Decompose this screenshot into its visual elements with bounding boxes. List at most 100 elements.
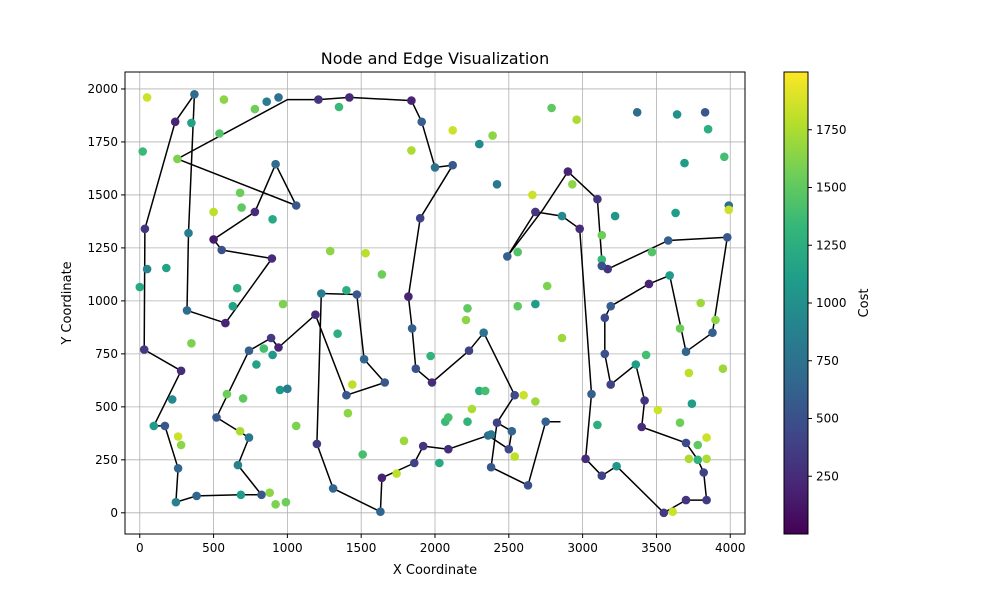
node-point [597,230,607,240]
node-point [173,432,183,441]
node-point [675,418,685,428]
node-point [274,343,283,352]
node-point [268,350,277,360]
node-point [140,224,150,234]
node-point [593,420,602,430]
y-tick-label: 1000 [87,294,118,308]
node-point [167,395,177,404]
node-point [187,339,196,348]
node-point [647,247,657,257]
node-point [467,404,477,414]
node-point [448,160,458,170]
node-point [637,422,646,432]
node-point [435,458,444,468]
node-point [475,386,484,396]
node-point [513,301,522,311]
node-point [663,236,673,245]
node-point [430,163,440,172]
node-point [702,433,711,442]
node-point [702,454,711,464]
node-point [696,298,705,308]
x-tick-label: 2500 [494,541,525,555]
node-point [593,194,602,204]
node-point [448,126,458,135]
node-point [720,152,729,162]
node-point [606,301,615,311]
node-point [359,354,369,364]
node-point [190,90,199,99]
node-point [238,394,248,403]
node-point [291,421,301,431]
x-tick-label: 4000 [715,541,746,555]
node-point [680,158,689,168]
node-point [361,248,370,258]
node-point [184,228,193,238]
node-point [328,484,338,493]
node-point [380,378,390,387]
node-point [632,108,642,117]
node-point [170,117,180,127]
node-point [597,261,607,271]
node-point [519,390,528,400]
node-point [723,233,732,242]
node-point [708,328,717,338]
node-point [523,481,533,490]
node-point [317,289,326,298]
node-point [503,252,512,261]
y-axis-ticks: 0 250 500 750 1000 1250 1500 1750 2000 [87,82,125,520]
node-point [233,460,243,470]
node-point [568,180,577,189]
node-point [392,469,401,478]
node-point [581,454,590,464]
node-point [192,491,201,501]
node-point [444,413,453,422]
node-point [271,500,280,509]
node-point [464,346,474,356]
node-point [444,444,453,454]
node-point [265,488,275,498]
node-point [488,131,497,140]
node-point [427,378,437,387]
colorbar-tick-label: 1250 [816,238,847,252]
colorbar-tick-label: 1750 [816,123,847,137]
node-point [325,246,335,256]
y-tick-label: 500 [95,400,118,414]
node-point [417,117,427,127]
node-point [486,430,496,439]
node-point [671,208,680,218]
node-point [480,386,490,396]
node-point [547,103,556,113]
colorbar-tick-label: 250 [816,469,839,483]
node-point [222,389,232,399]
node-point [557,211,567,221]
node-point [684,368,694,378]
node-point [681,438,691,448]
nodes [135,90,734,518]
node-point [653,405,663,415]
node-point [215,129,224,138]
node-point [217,245,226,255]
node-point [572,115,581,124]
node-point [479,328,489,338]
node-point [235,188,245,198]
node-point [345,93,354,102]
node-point [252,360,261,369]
node-point [641,350,651,360]
node-point [597,255,607,264]
node-point [342,390,351,400]
y-tick-label: 1750 [87,135,118,149]
node-point [587,389,596,399]
node-point [283,384,292,394]
x-tick-label: 500 [202,541,225,555]
node-point [510,390,519,400]
node-point [510,452,519,461]
node-point [724,205,734,215]
node-point [176,366,186,376]
node-point [407,96,416,105]
node-point [399,436,409,446]
node-point [259,344,269,353]
node-point [404,292,413,301]
node-point [411,364,421,374]
node-point [600,349,610,359]
